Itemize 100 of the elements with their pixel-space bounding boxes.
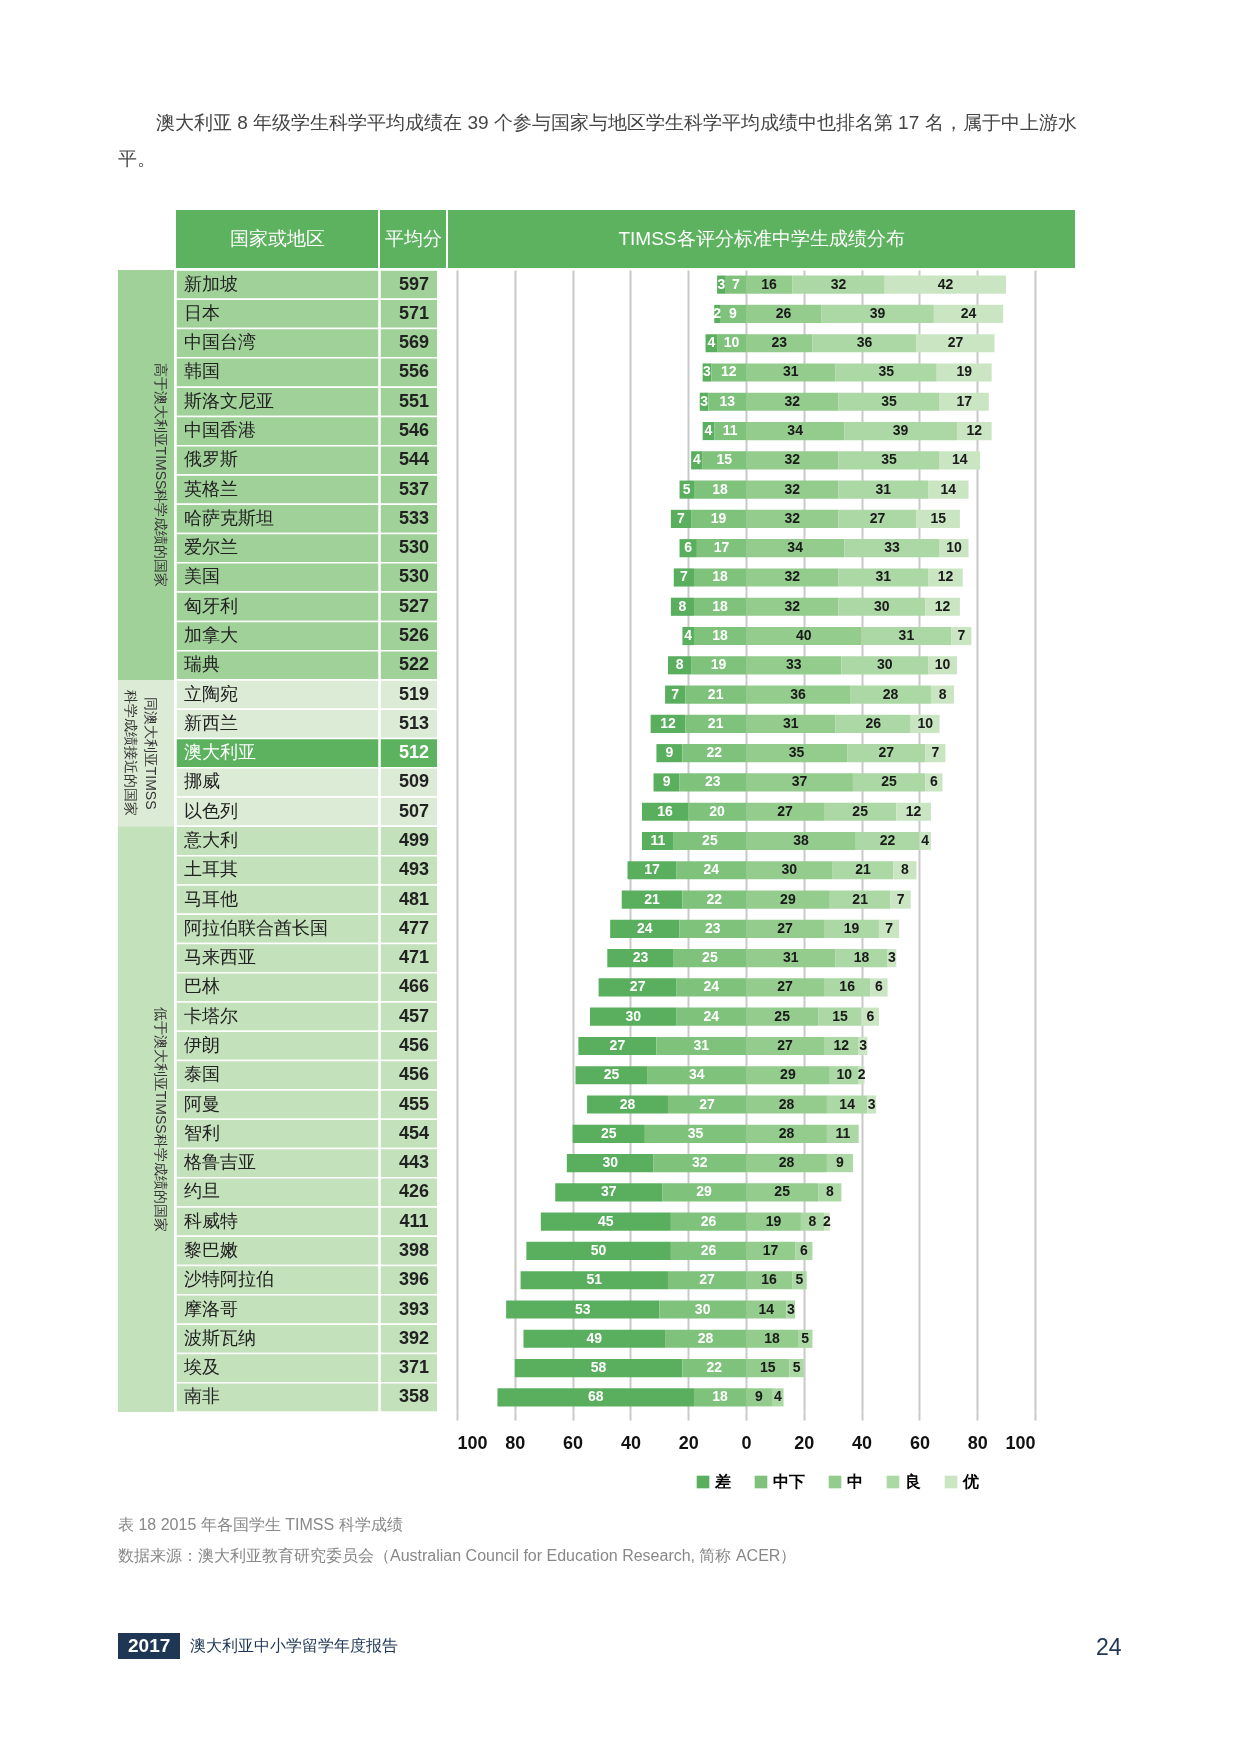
- data-label: 3: [700, 392, 709, 409]
- data-label: 2: [713, 304, 722, 321]
- data-label: 481: [398, 888, 430, 909]
- data-label: 20: [709, 802, 726, 819]
- data-label: 3: [786, 1300, 795, 1317]
- data-label: 24: [703, 1007, 720, 1024]
- bar: [647, 1066, 746, 1085]
- data-label: 507: [398, 800, 430, 821]
- data-label: 512: [398, 742, 430, 763]
- text: 平均分: [380, 210, 446, 268]
- data-label: 19: [710, 509, 727, 526]
- bar: [746, 656, 842, 675]
- data-label: 18: [712, 627, 728, 644]
- bar: [746, 1007, 819, 1026]
- data-label: 522: [398, 654, 430, 675]
- data-label: 34: [689, 1066, 705, 1083]
- data-label: 7: [671, 685, 680, 702]
- data-label: 30: [876, 656, 893, 673]
- data-label: 4: [704, 422, 713, 439]
- bar: [746, 568, 839, 587]
- data-label: 455: [398, 1093, 430, 1114]
- data-label: 25: [852, 802, 869, 819]
- bar: [835, 363, 937, 382]
- bar: [673, 949, 746, 968]
- data-label: 5: [801, 1329, 810, 1346]
- data-label: 49: [586, 1329, 603, 1346]
- data-label: 26: [700, 1241, 717, 1258]
- category-label: 澳大利亚: [184, 742, 256, 763]
- category-label: 加拿大: [184, 625, 238, 646]
- data-label: 12: [934, 597, 951, 614]
- bar: [711, 363, 746, 382]
- data-label: 530: [398, 566, 430, 587]
- data-label: 3: [717, 275, 726, 292]
- data-label: 519: [398, 683, 430, 704]
- bar: [746, 1241, 796, 1261]
- data-label: 39: [892, 422, 909, 439]
- data-label: 509: [398, 771, 430, 792]
- data-label: 477: [398, 917, 430, 938]
- bar: [844, 539, 940, 558]
- data-label: 17: [713, 539, 730, 556]
- bar: [838, 509, 917, 528]
- category-label: 约旦: [184, 1181, 220, 1202]
- data-label: 556: [398, 361, 430, 382]
- bar: [610, 919, 680, 938]
- data-label: 6: [684, 539, 693, 556]
- x-tick-label: 80: [967, 1432, 988, 1453]
- data-label: 32: [784, 597, 801, 614]
- x-tick-label: 40: [620, 1432, 641, 1453]
- data-label: 35: [881, 392, 898, 409]
- bar: [847, 744, 926, 763]
- category-label: 马耳他: [184, 888, 238, 909]
- data-label: 17: [644, 861, 661, 878]
- category-label: 卡塔尔: [184, 1005, 238, 1026]
- bar: [566, 1154, 654, 1173]
- data-label: 31: [783, 363, 799, 380]
- data-label: 23: [771, 334, 788, 351]
- data-label: 15: [716, 451, 733, 468]
- data-label: 27: [869, 509, 886, 526]
- data-label: 4: [684, 627, 693, 644]
- data-label: 50: [590, 1241, 607, 1258]
- data-label: 27: [699, 1271, 715, 1288]
- bar: [928, 568, 963, 587]
- bar: [890, 890, 911, 909]
- category-label: 马来西亚: [184, 947, 256, 968]
- data-label: 29: [780, 1066, 796, 1083]
- bar: [746, 773, 853, 792]
- category-label: 南非: [184, 1386, 220, 1407]
- bar: [838, 597, 926, 616]
- data-label: 9: [836, 1154, 845, 1171]
- data-label: 19: [765, 1212, 782, 1229]
- data-label: 22: [706, 744, 723, 761]
- data-label: 7: [731, 275, 740, 292]
- bar: [746, 421, 845, 441]
- bar: [746, 626, 862, 646]
- data-label: 29: [780, 890, 796, 907]
- data-label: 18: [712, 1388, 728, 1405]
- data-label: 12: [660, 714, 676, 731]
- data-label: 30: [781, 861, 798, 878]
- source-note: 数据来源：澳大利亚教育研究委员会（Australian Council for Education Research, 简称 ACER）: [118, 1546, 797, 1566]
- data-label: 68: [587, 1388, 604, 1405]
- chart-title: TIMSS各评分标准中学生成绩分布: [448, 210, 1075, 268]
- data-label: 18: [712, 568, 728, 585]
- data-label: 38: [793, 832, 809, 848]
- category-label: 爱尔兰: [184, 537, 238, 558]
- data-label: 33: [785, 656, 802, 673]
- text: 24: [1096, 1634, 1122, 1661]
- data-label: 14: [758, 1300, 775, 1317]
- data-label: 456: [398, 1034, 430, 1055]
- x-tick-label: 20: [678, 1432, 699, 1453]
- bar: [607, 949, 674, 968]
- category-label: 韩国: [184, 361, 220, 382]
- data-label: 31: [783, 949, 799, 966]
- data-label: 17: [956, 392, 973, 409]
- bar: [835, 714, 911, 733]
- data-label: 7: [957, 627, 966, 644]
- data-label: 31: [875, 568, 892, 585]
- data-label: 5: [792, 1359, 801, 1376]
- data-label: 16: [839, 978, 856, 995]
- data-label: 457: [398, 1005, 430, 1026]
- bar: [682, 890, 746, 909]
